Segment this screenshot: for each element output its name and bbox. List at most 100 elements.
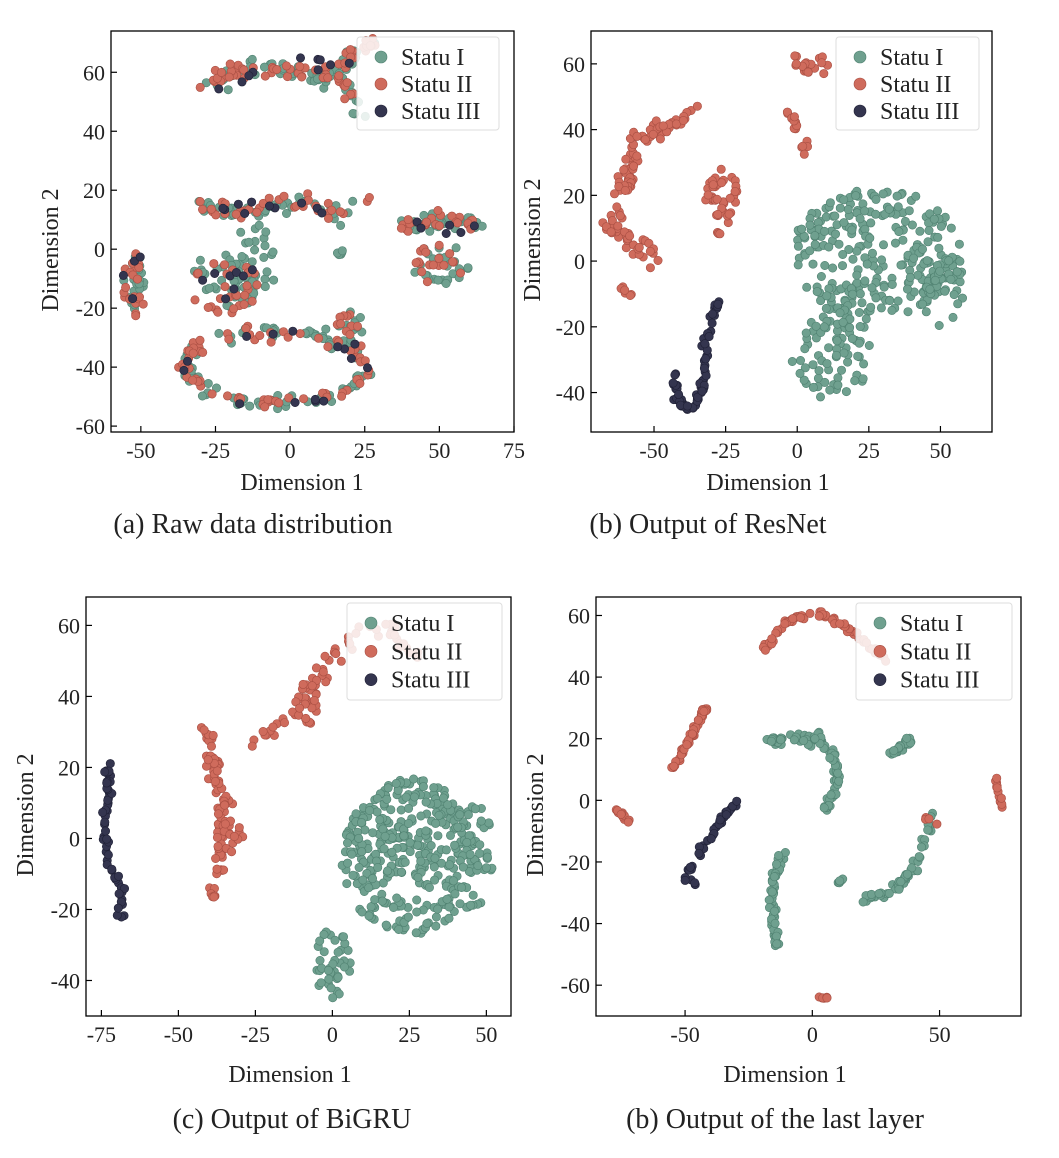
data-point xyxy=(307,681,317,691)
data-point xyxy=(732,796,742,806)
data-point xyxy=(835,203,845,213)
data-point xyxy=(771,931,781,941)
data-point xyxy=(254,220,264,230)
x-tick-label: -75 xyxy=(87,1022,116,1047)
points-d xyxy=(611,607,1007,1003)
data-point xyxy=(900,216,910,226)
data-point xyxy=(866,218,876,228)
data-point xyxy=(805,220,815,230)
data-point xyxy=(707,318,717,328)
series-1-points xyxy=(312,774,497,1003)
data-point xyxy=(334,71,344,81)
data-point xyxy=(328,993,338,1003)
data-point xyxy=(896,877,906,887)
data-point xyxy=(645,246,655,256)
data-point xyxy=(867,283,877,293)
data-point xyxy=(297,72,307,82)
data-point xyxy=(195,197,205,207)
data-point xyxy=(730,187,740,197)
data-point xyxy=(835,619,845,629)
data-point xyxy=(434,221,444,231)
data-point xyxy=(834,776,844,786)
data-point xyxy=(687,729,697,739)
data-point xyxy=(836,365,846,375)
data-point xyxy=(699,706,709,716)
data-point xyxy=(810,231,820,241)
data-point xyxy=(824,242,834,252)
data-point xyxy=(441,845,451,855)
data-point xyxy=(433,831,443,841)
x-tick-label: 0 xyxy=(792,438,803,463)
legend-box xyxy=(855,602,1013,701)
data-point xyxy=(445,220,455,230)
data-point xyxy=(890,238,900,248)
data-point xyxy=(345,329,355,339)
panel-caption: (c) Output of BiGRU xyxy=(173,1104,412,1135)
data-point xyxy=(221,294,231,304)
y-axis-label: Dimension 2 xyxy=(520,178,546,301)
data-point xyxy=(616,809,626,819)
data-point xyxy=(825,198,835,208)
data-point xyxy=(812,287,822,297)
data-point xyxy=(364,911,374,921)
data-point xyxy=(315,955,325,965)
data-point xyxy=(309,695,319,705)
data-point xyxy=(409,774,419,784)
data-point xyxy=(770,918,780,928)
panel-caption: (b) Output of the last layer xyxy=(626,1104,924,1135)
data-point xyxy=(690,878,700,888)
data-point xyxy=(223,391,233,401)
data-point xyxy=(188,375,198,385)
data-point xyxy=(242,281,252,291)
data-point xyxy=(776,735,786,745)
data-point xyxy=(250,245,260,255)
data-point xyxy=(940,286,950,296)
data-point xyxy=(208,730,218,740)
data-point xyxy=(260,282,270,292)
data-point xyxy=(103,795,113,805)
data-point xyxy=(336,220,346,230)
data-point xyxy=(653,255,663,265)
data-point xyxy=(623,817,633,827)
data-point xyxy=(933,232,943,242)
scatter-panel-c: -75 -50 -25 0 25 50 -40 -20 0 20 40 60 Dimension 1 Di… xyxy=(13,596,512,1135)
data-point xyxy=(835,876,845,886)
data-point xyxy=(833,768,843,778)
data-point xyxy=(819,226,829,236)
data-point xyxy=(814,611,824,621)
data-point xyxy=(477,221,487,231)
data-point xyxy=(241,323,251,333)
data-point xyxy=(240,209,250,219)
data-point xyxy=(337,246,347,256)
panel-caption: (b) Output of ResNet xyxy=(589,509,826,540)
data-point xyxy=(866,302,876,312)
legend-label: Statu III xyxy=(401,99,480,125)
data-point xyxy=(316,978,326,988)
data-point xyxy=(877,255,887,265)
data-point xyxy=(190,295,200,305)
data-point xyxy=(915,226,925,236)
data-point xyxy=(852,246,862,256)
data-point xyxy=(339,962,349,972)
data-point xyxy=(442,894,452,904)
data-point xyxy=(198,275,208,285)
data-point xyxy=(396,805,406,815)
data-point xyxy=(821,303,831,313)
data-point xyxy=(724,209,734,219)
data-point xyxy=(328,959,338,969)
data-point xyxy=(295,61,305,71)
data-point xyxy=(409,792,419,802)
data-point xyxy=(839,218,849,228)
data-point xyxy=(769,906,779,916)
data-point xyxy=(350,339,360,349)
data-point xyxy=(694,848,704,858)
series-3-points xyxy=(668,297,724,414)
x-tick-label: 0 xyxy=(807,1022,818,1047)
data-point xyxy=(913,270,923,280)
data-point xyxy=(315,936,325,946)
data-point xyxy=(223,85,233,95)
data-point xyxy=(713,299,723,309)
data-point xyxy=(462,837,472,847)
data-point xyxy=(368,828,378,838)
data-point xyxy=(828,263,838,273)
